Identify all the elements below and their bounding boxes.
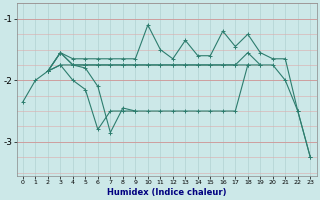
X-axis label: Humidex (Indice chaleur): Humidex (Indice chaleur) [107, 188, 226, 197]
